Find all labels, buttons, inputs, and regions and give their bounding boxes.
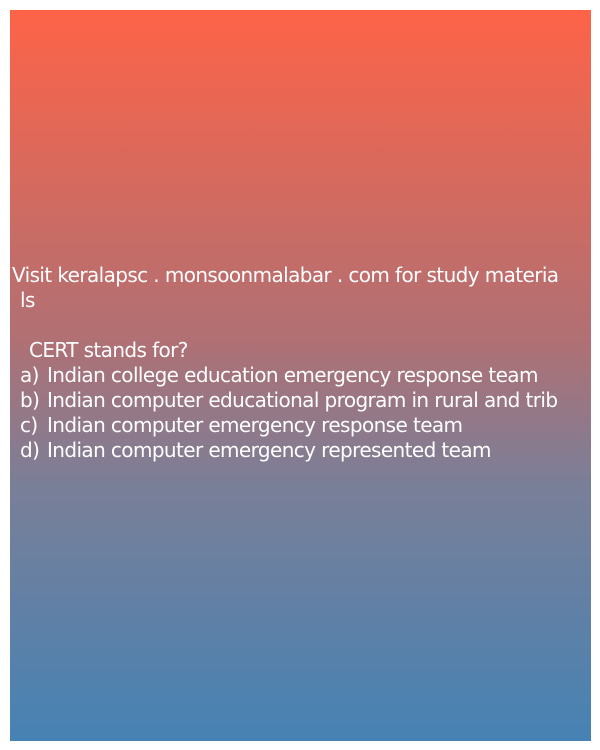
option-a: a) Indian college education emergency res… <box>12 363 590 388</box>
option-a-letter: a) <box>20 363 39 387</box>
question-content: Visit keralapsc . monsoonmalabar . com f… <box>12 263 590 463</box>
option-b: b) Indian computer educational program in… <box>12 388 590 413</box>
question-card: Visit keralapsc . monsoonmalabar . com f… <box>10 10 591 741</box>
option-b-letter: b) <box>20 388 40 412</box>
promo-text-line-1: Visit keralapsc . monsoonmalabar . com f… <box>12 263 559 287</box>
option-d-text: Indian computer emergency represented te… <box>47 438 492 462</box>
option-c-letter: c) <box>20 413 38 437</box>
question-text: CERT stands for? <box>29 338 188 362</box>
option-c: c) Indian computer emergency response tea… <box>12 413 590 438</box>
option-d: d) Indian computer emergency represented … <box>12 438 590 463</box>
option-d-letter: d) <box>20 438 40 462</box>
spacer <box>12 313 590 338</box>
option-a-text: Indian college education emergency respo… <box>47 363 538 387</box>
option-c-text: Indian computer emergency response team <box>47 413 463 437</box>
option-b-text: Indian computer educational program in r… <box>47 388 558 412</box>
promo-text-line-2: ls <box>20 288 35 312</box>
